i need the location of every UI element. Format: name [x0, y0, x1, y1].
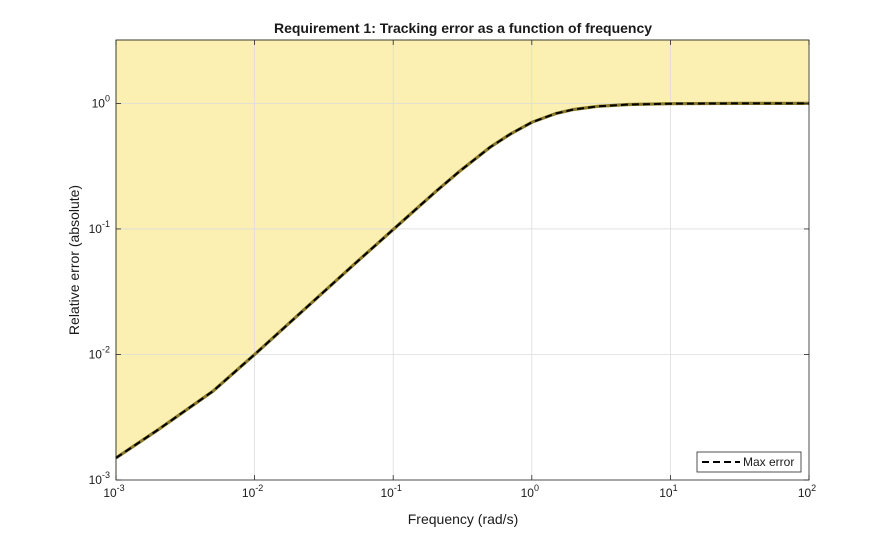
chart-title: Requirement 1: Tracking error as a funct… — [274, 20, 652, 36]
y-tick-label: 10-1 — [89, 219, 110, 236]
legend-label: Max error — [743, 455, 794, 469]
y-tick-label: 10-2 — [89, 344, 110, 361]
plot-frame — [115, 39, 810, 481]
y-axis-label: Relative error (absolute) — [66, 185, 82, 335]
y-tick-label: 10-3 — [89, 470, 110, 487]
x-tick-label: 102 — [798, 483, 816, 500]
legend-box — [696, 451, 802, 473]
x-axis-label: Frequency (rad/s) — [408, 511, 518, 527]
y-tick-label: 100 — [92, 93, 110, 110]
x-tick-label: 101 — [659, 483, 677, 500]
plot-area: 10-3 10-2 10-1 100 101 102 10-3 10-2 10-1 100 Max … — [89, 39, 816, 500]
shaded-region — [116, 40, 809, 458]
x-tick-label: 10-2 — [242, 483, 263, 500]
legend: Max error — [696, 451, 802, 473]
x-tick-label: 10-3 — [103, 483, 124, 500]
series-line-max-error — [115, 102, 809, 459]
x-tick-label: 100 — [521, 483, 539, 500]
x-tick-label: 10-1 — [381, 483, 402, 500]
